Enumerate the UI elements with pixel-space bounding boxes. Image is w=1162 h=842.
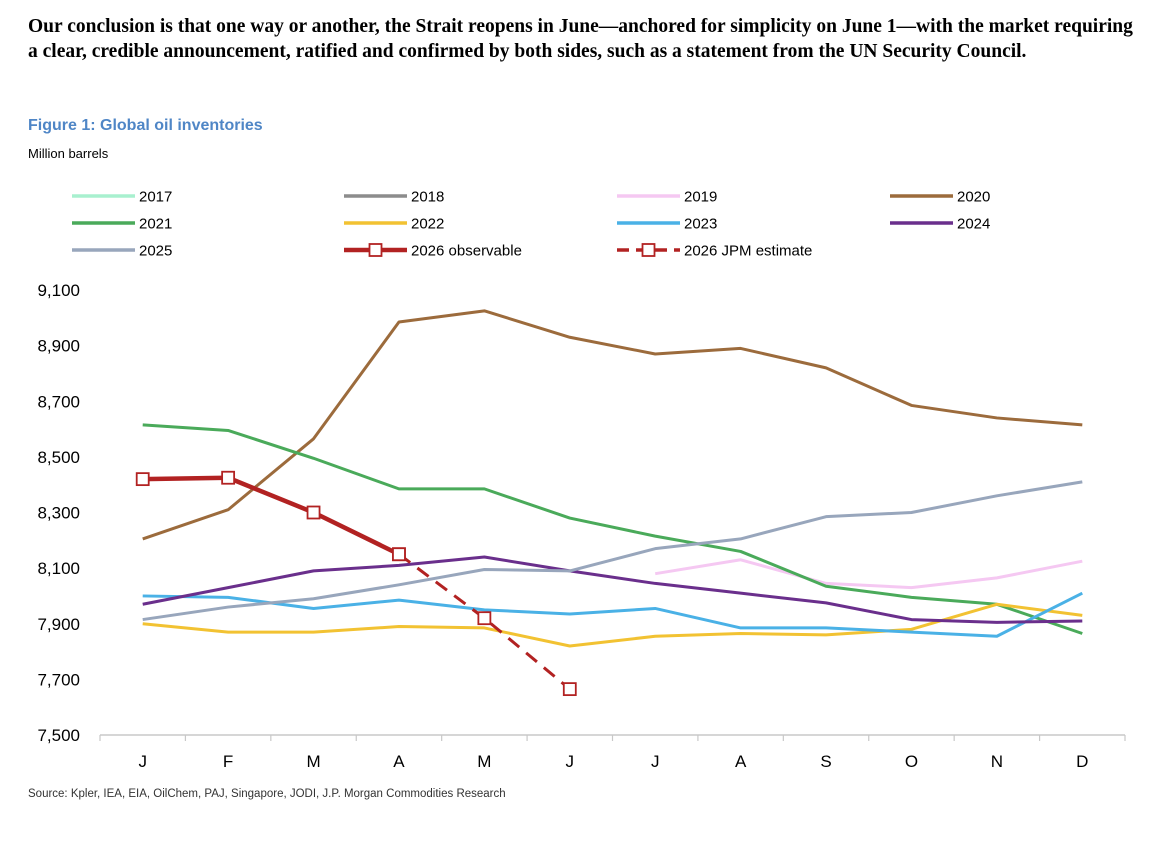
y-tick-label: 8,700 bbox=[37, 392, 80, 411]
x-tick-label: O bbox=[905, 752, 918, 771]
y-tick-label: 7,700 bbox=[37, 670, 80, 689]
y-tick-label: 8,300 bbox=[37, 504, 80, 523]
data-point-marker bbox=[562, 682, 577, 697]
series-line-2024 bbox=[142, 555, 1083, 624]
y-axis-units-label: Million barrels bbox=[28, 146, 109, 161]
y-tick-label: 8,900 bbox=[37, 337, 80, 356]
x-tick-label: M bbox=[306, 752, 320, 771]
chart-legend: 2017 2018 2019 2020 2021 2022 2023 2024 2025 2026… bbox=[72, 189, 990, 260]
chart-series bbox=[135, 309, 1083, 697]
series-2023 bbox=[142, 591, 1083, 638]
legend-item-2026-observable: 2026 observable bbox=[344, 243, 522, 260]
y-tick-label: 7,500 bbox=[37, 726, 80, 745]
legend-label: 2025 bbox=[139, 243, 172, 260]
series-line-2026-observable bbox=[142, 475, 400, 557]
y-tick-label: 8,500 bbox=[37, 448, 80, 467]
legend-label: 2022 bbox=[411, 216, 444, 233]
series-2026-jpm-estimate bbox=[392, 547, 577, 697]
legend-label: 2026 JPM estimate bbox=[684, 243, 812, 260]
x-tick-label: N bbox=[991, 752, 1003, 771]
legend-item-2022: 2022 bbox=[344, 216, 444, 233]
y-tick-label: 7,900 bbox=[37, 615, 80, 634]
legend-item-2024: 2024 bbox=[890, 216, 990, 233]
figure-title: Figure 1: Global oil inventories bbox=[28, 117, 263, 134]
intro-paragraph: Our conclusion is that one way or anothe… bbox=[28, 16, 1133, 62]
chart-axes: J F M A M J J A S O N D 7,500 7,700 7,900 8,100 8,300 8,5… bbox=[37, 281, 1126, 771]
series-line-2021 bbox=[142, 423, 1083, 635]
data-point-marker bbox=[306, 505, 321, 520]
legend-item-2025: 2025 bbox=[72, 243, 172, 260]
series-line-2020 bbox=[142, 309, 1083, 541]
x-tick-label: S bbox=[820, 752, 831, 771]
legend-label: 2026 observable bbox=[411, 243, 522, 260]
x-tick-label: D bbox=[1076, 752, 1088, 771]
series-line-2025 bbox=[142, 480, 1083, 622]
data-point-marker bbox=[221, 470, 236, 485]
data-point-marker bbox=[392, 547, 406, 562]
series-2020 bbox=[142, 309, 1083, 541]
legend-label: 2020 bbox=[957, 189, 990, 206]
series-line-2026-jpm-estimate bbox=[398, 553, 571, 691]
x-tick-label: A bbox=[393, 752, 405, 771]
legend-label: 2021 bbox=[139, 216, 172, 233]
series-line-2023 bbox=[142, 591, 1083, 638]
legend-item-2026-jpm-estimate: 2026 JPM estimate bbox=[617, 243, 812, 260]
x-tick-label: J bbox=[138, 752, 147, 771]
legend-marker bbox=[641, 243, 656, 257]
x-tick-label: A bbox=[735, 752, 747, 771]
x-tick-label: J bbox=[566, 752, 575, 771]
series-2025 bbox=[142, 480, 1083, 622]
y-tick-label: 8,100 bbox=[37, 559, 80, 578]
legend-label: 2023 bbox=[684, 216, 717, 233]
series-line-2022 bbox=[142, 602, 1083, 648]
legend-item-2023: 2023 bbox=[617, 216, 717, 233]
legend-item-2017: 2017 bbox=[72, 189, 172, 206]
legend-item-2018: 2018 bbox=[344, 189, 444, 206]
series-2026-observable bbox=[135, 470, 406, 562]
data-point-marker bbox=[135, 472, 150, 487]
legend-label: 2019 bbox=[684, 189, 717, 206]
x-tick-label: M bbox=[477, 752, 491, 771]
series-2021 bbox=[142, 423, 1083, 635]
legend-item-2021: 2021 bbox=[72, 216, 172, 233]
legend-item-2019: 2019 bbox=[617, 189, 717, 206]
series-2024 bbox=[142, 555, 1083, 624]
x-tick-label: J bbox=[651, 752, 660, 771]
y-tick-label: 9,100 bbox=[37, 281, 80, 300]
legend-label: 2017 bbox=[139, 189, 172, 206]
data-point-marker bbox=[477, 611, 492, 626]
x-tick-label: F bbox=[223, 752, 233, 771]
series-2019 bbox=[654, 558, 1083, 590]
series-line-2019 bbox=[654, 558, 1083, 590]
legend-label: 2024 bbox=[957, 216, 990, 233]
series-2022 bbox=[142, 602, 1083, 648]
source-note: Source: Kpler, IEA, EIA, OilChem, PAJ, S… bbox=[28, 788, 506, 800]
legend-item-2020: 2020 bbox=[890, 189, 990, 206]
legend-marker bbox=[368, 243, 383, 257]
legend-label: 2018 bbox=[411, 189, 444, 206]
